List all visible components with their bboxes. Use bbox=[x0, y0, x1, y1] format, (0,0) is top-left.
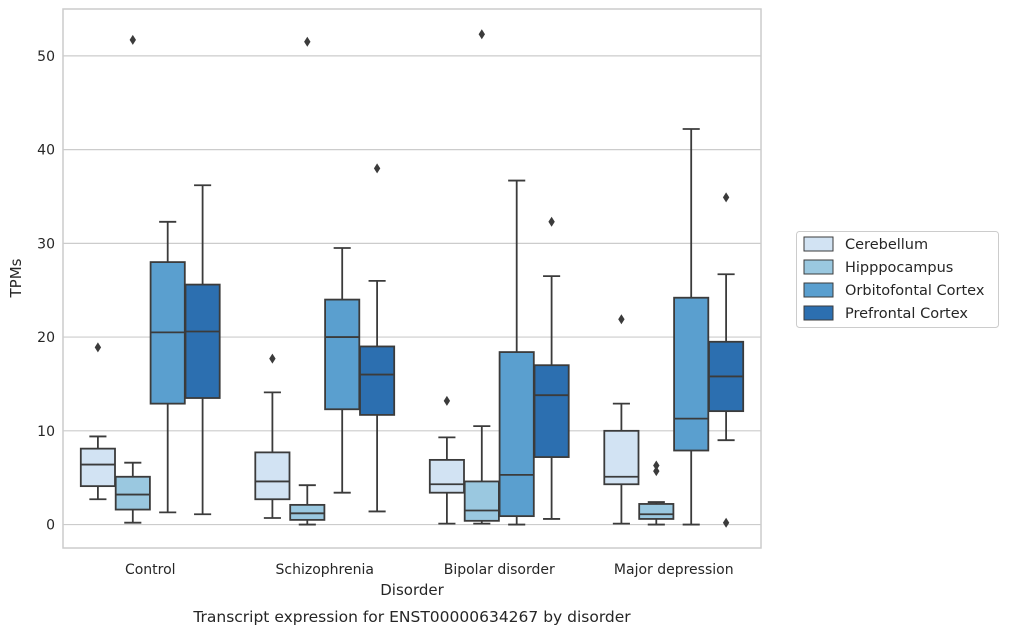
outlier-marker bbox=[722, 192, 730, 203]
box-body bbox=[114, 475, 151, 511]
box-hipppocampus bbox=[463, 29, 500, 525]
box-cerebellum bbox=[603, 314, 640, 525]
box-prefrontal-cortex bbox=[184, 184, 221, 516]
box-body bbox=[533, 364, 570, 458]
box-cerebellum bbox=[254, 353, 291, 519]
outlier-marker bbox=[722, 517, 730, 528]
legend: Cerebellum Hipppocampus Orbitofontal Corte… bbox=[796, 231, 999, 328]
box-body bbox=[603, 429, 640, 486]
legend-label: Prefrontal Cortex bbox=[845, 306, 968, 322]
box-hipppocampus bbox=[289, 36, 326, 526]
box-orbitofontal-cortex bbox=[498, 179, 535, 526]
x-tick-label: Bipolar disorder bbox=[444, 562, 555, 578]
x-axis-label: Disorder bbox=[380, 581, 444, 599]
box-orbitofontal-cortex bbox=[673, 128, 710, 526]
outlier-marker bbox=[653, 466, 660, 477]
outlier-marker bbox=[269, 353, 276, 364]
box-cerebellum bbox=[428, 395, 465, 525]
outlier-marker bbox=[478, 29, 485, 40]
y-axis-label: TPMs bbox=[7, 258, 25, 298]
legend-swatch bbox=[803, 236, 834, 252]
box-body bbox=[673, 296, 710, 452]
legend-label: Orbitofontal Cortex bbox=[845, 283, 985, 299]
box-body bbox=[498, 351, 535, 518]
chart-caption: Transcript expression for ENST0000063426… bbox=[192, 608, 631, 626]
box-cerebellum bbox=[79, 342, 116, 501]
y-tick-label: 30 bbox=[37, 236, 55, 252]
legend-frame bbox=[796, 231, 999, 328]
box-body bbox=[324, 298, 361, 411]
outlier-marker bbox=[94, 342, 102, 353]
box-hipppocampus bbox=[114, 34, 151, 524]
x-tick-label: Schizophrenia bbox=[276, 562, 374, 578]
box-orbitofontal-cortex bbox=[149, 220, 186, 514]
box-body bbox=[638, 503, 675, 520]
box-hipppocampus bbox=[638, 460, 675, 526]
box-body bbox=[184, 283, 221, 399]
box-body bbox=[428, 458, 465, 494]
y-tick-label: 20 bbox=[37, 330, 55, 346]
box-body bbox=[289, 503, 326, 521]
legend-swatch bbox=[803, 282, 834, 298]
plot-frame bbox=[62, 8, 762, 549]
y-tick-labels: 0 10 20 30 40 50 bbox=[37, 49, 55, 534]
x-tick-labels: Control Schizophrenia Bipolar disorder Majo… bbox=[125, 562, 734, 578]
outlier-marker bbox=[618, 314, 625, 325]
outlier-marker bbox=[304, 36, 311, 47]
legend-swatch bbox=[803, 259, 834, 275]
box-orbitofontal-cortex bbox=[324, 247, 361, 494]
y-tick-label: 10 bbox=[37, 424, 55, 440]
box-body bbox=[254, 451, 291, 501]
y-tick-label: 50 bbox=[37, 49, 55, 65]
outlier-marker bbox=[443, 395, 451, 406]
x-tick-label: Control bbox=[125, 562, 176, 578]
legend-label: Hipppocampus bbox=[845, 260, 953, 276]
box-prefrontal-cortex bbox=[708, 192, 745, 528]
box-layer bbox=[79, 29, 745, 528]
box-body bbox=[79, 447, 116, 488]
outlier-marker bbox=[653, 460, 660, 471]
box-body bbox=[359, 345, 396, 416]
box-prefrontal-cortex bbox=[533, 216, 570, 520]
y-tick-label: 40 bbox=[37, 143, 55, 159]
x-tick-label: Major depression bbox=[614, 562, 734, 578]
outlier-marker bbox=[548, 216, 555, 227]
y-tick-label: 0 bbox=[46, 518, 55, 534]
legend-label: Cerebellum bbox=[845, 237, 928, 253]
legend-swatch bbox=[803, 305, 834, 321]
box-body bbox=[463, 480, 500, 522]
outlier-marker bbox=[373, 163, 381, 174]
box-prefrontal-cortex bbox=[359, 163, 396, 513]
outlier-marker bbox=[129, 34, 136, 45]
